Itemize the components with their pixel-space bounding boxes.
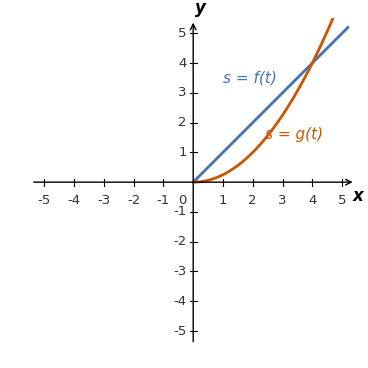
Text: -2: -2 — [127, 194, 140, 207]
Text: -1: -1 — [157, 194, 170, 207]
Text: 5: 5 — [178, 27, 187, 40]
Text: 3: 3 — [278, 194, 287, 207]
Text: 4: 4 — [308, 194, 316, 207]
Text: -4: -4 — [68, 194, 81, 207]
Text: 1: 1 — [219, 194, 227, 207]
Text: 4: 4 — [178, 57, 187, 70]
Text: -5: -5 — [38, 194, 51, 207]
Text: x: x — [353, 187, 364, 205]
Text: 3: 3 — [178, 86, 187, 99]
Text: 0: 0 — [178, 194, 187, 207]
Text: 2: 2 — [248, 194, 257, 207]
Text: s = g(t): s = g(t) — [265, 127, 323, 142]
Text: -5: -5 — [173, 325, 187, 337]
Text: 5: 5 — [338, 194, 346, 207]
Text: -2: -2 — [173, 235, 187, 248]
Text: 1: 1 — [178, 146, 187, 159]
Text: -3: -3 — [173, 265, 187, 278]
Text: 2: 2 — [178, 116, 187, 129]
Text: -4: -4 — [174, 295, 187, 308]
Text: -3: -3 — [97, 194, 110, 207]
Text: s = f(t): s = f(t) — [223, 70, 277, 85]
Text: -1: -1 — [173, 205, 187, 219]
Text: y: y — [195, 0, 206, 17]
